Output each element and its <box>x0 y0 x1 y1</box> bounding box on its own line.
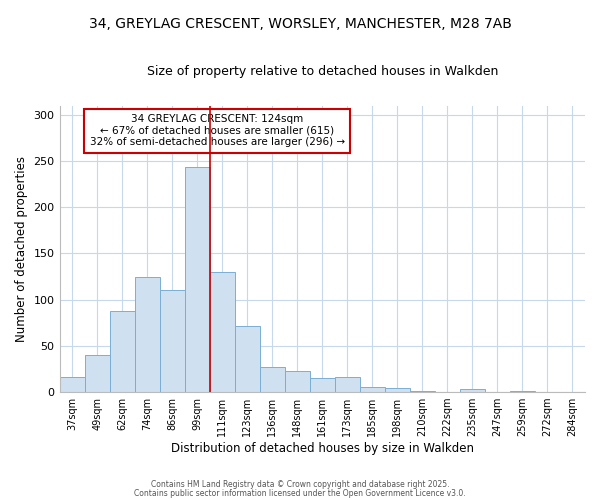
Bar <box>510 391 535 392</box>
Bar <box>209 272 235 392</box>
Text: 34, GREYLAG CRESCENT, WORSLEY, MANCHESTER, M28 7AB: 34, GREYLAG CRESCENT, WORSLEY, MANCHESTE… <box>89 18 511 32</box>
Bar <box>59 378 85 392</box>
Bar <box>360 388 385 392</box>
Bar <box>310 378 335 392</box>
Bar <box>134 278 160 392</box>
Bar <box>460 390 485 392</box>
Bar <box>185 168 209 392</box>
Bar <box>410 391 435 392</box>
Bar <box>110 310 134 392</box>
Bar <box>285 371 310 392</box>
Bar <box>385 388 410 392</box>
Bar <box>85 355 110 392</box>
Bar <box>335 378 360 392</box>
Y-axis label: Number of detached properties: Number of detached properties <box>15 156 28 342</box>
Bar <box>260 367 285 392</box>
Bar <box>160 290 185 392</box>
Bar <box>235 326 260 392</box>
Text: Contains public sector information licensed under the Open Government Licence v3: Contains public sector information licen… <box>134 489 466 498</box>
X-axis label: Distribution of detached houses by size in Walkden: Distribution of detached houses by size … <box>171 442 474 455</box>
Title: Size of property relative to detached houses in Walkden: Size of property relative to detached ho… <box>146 65 498 78</box>
Text: Contains HM Land Registry data © Crown copyright and database right 2025.: Contains HM Land Registry data © Crown c… <box>151 480 449 489</box>
Text: 34 GREYLAG CRESCENT: 124sqm
← 67% of detached houses are smaller (615)
32% of se: 34 GREYLAG CRESCENT: 124sqm ← 67% of det… <box>89 114 345 148</box>
